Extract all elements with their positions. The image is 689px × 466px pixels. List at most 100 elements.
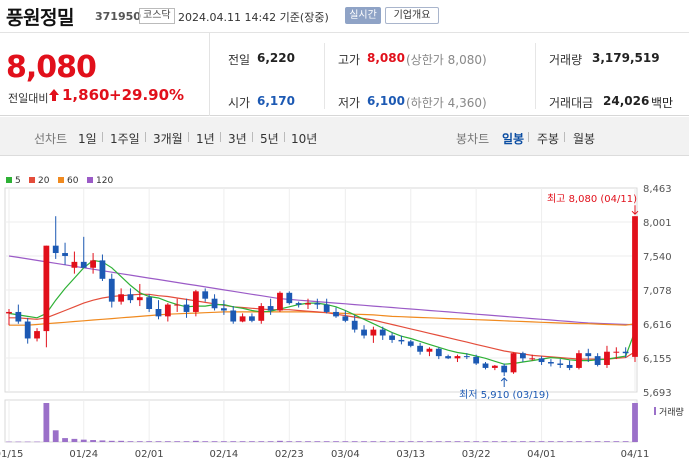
legend-swatch xyxy=(87,177,93,183)
market-badge: 코스닥 xyxy=(139,8,175,24)
change-rate: +29.90% xyxy=(109,86,185,104)
volume-bar xyxy=(211,441,218,442)
candle-body xyxy=(361,329,367,336)
divider xyxy=(220,132,221,142)
volume-bar xyxy=(585,441,592,442)
amount-unit: 백만 xyxy=(651,96,674,110)
candle-body xyxy=(71,261,78,268)
candle-body xyxy=(454,356,461,359)
candle-body xyxy=(501,365,508,373)
y-tick-label: 8,001 xyxy=(643,218,672,229)
realtime-button[interactable]: 실시간 xyxy=(345,7,381,24)
candle-body xyxy=(230,310,237,322)
volume-bar xyxy=(389,441,395,442)
amount-value: 24,026 xyxy=(603,94,650,108)
volume-bar xyxy=(239,441,246,442)
volume-bar xyxy=(538,441,545,442)
volume-bar xyxy=(435,441,442,442)
volume-bar xyxy=(529,441,536,442)
candle-body xyxy=(52,245,59,254)
volume-bar xyxy=(632,403,638,442)
candle-body xyxy=(435,348,442,357)
period-1w-button[interactable]: 1주일 xyxy=(110,132,140,146)
x-tick-label: 02/01 xyxy=(135,449,164,460)
candle-body xyxy=(24,321,31,339)
candle-body xyxy=(370,329,377,336)
open-value: 6,170 xyxy=(257,94,295,108)
candlestick-chart[interactable]: 8,463 8,001 7,540 7,078 6,616 6,155 5,693 01/15… xyxy=(0,170,689,466)
candle-body xyxy=(211,298,218,309)
candle-body xyxy=(108,278,115,302)
candle-body xyxy=(632,216,638,357)
legend-label: 120 xyxy=(96,176,113,186)
candle-weekly-button[interactable]: 주봉 xyxy=(537,132,560,146)
chart-toolbar: 선차트 1일 1주일 3개월 1년 3년 5년 10년 봉차트 일봉 주봉 월봉 xyxy=(0,117,689,156)
x-tick-label: 02/14 xyxy=(209,449,238,460)
period-3y-button[interactable]: 3년 xyxy=(228,132,247,146)
x-tick-label: 01/24 xyxy=(69,449,98,460)
volume-bar xyxy=(62,438,68,442)
candle-body xyxy=(417,345,424,352)
candle-body xyxy=(239,316,246,322)
x-tick-label: 04/01 xyxy=(527,449,556,460)
candle-body xyxy=(463,356,470,358)
volume-bar xyxy=(613,441,620,442)
candle-chart-label: 봉차트 xyxy=(456,132,490,146)
volume-bar xyxy=(52,430,59,442)
candle-body xyxy=(491,365,498,368)
volume-bar xyxy=(445,441,452,442)
volume-bar xyxy=(146,441,153,442)
volume-bar xyxy=(183,441,190,442)
candle-body xyxy=(482,363,489,368)
volume-bar xyxy=(594,441,601,442)
company-info-button[interactable]: 기업개요 xyxy=(385,7,439,24)
candle-body xyxy=(585,353,592,357)
volume-bar xyxy=(463,441,470,442)
y-tick-label: 7,540 xyxy=(643,252,672,263)
candle-body xyxy=(473,356,480,364)
candle-body xyxy=(398,339,405,342)
volume-value: 3,179,519 xyxy=(592,51,660,65)
candle-daily-button[interactable]: 일봉 xyxy=(502,132,525,146)
volume-bar xyxy=(604,441,610,442)
volume-bar xyxy=(566,441,573,442)
candle-body xyxy=(407,341,414,346)
candle-body xyxy=(183,304,190,312)
volume-bar xyxy=(333,441,339,442)
volume-bar xyxy=(24,441,31,443)
prev-close-label: 전일 xyxy=(228,53,251,67)
candle-body xyxy=(174,304,181,306)
divider xyxy=(324,43,325,109)
volume-bar xyxy=(80,439,87,442)
candle-body xyxy=(267,306,274,311)
quote-datetime: 2024.04.11 14:42 기준(장중) xyxy=(178,11,329,24)
volume-bar xyxy=(351,441,358,442)
period-1d-button[interactable]: 1일 xyxy=(78,132,97,146)
volume-bar xyxy=(164,441,171,442)
candle-body xyxy=(90,260,96,268)
candle-body xyxy=(249,316,255,321)
candle-body xyxy=(342,316,349,321)
volume-legend-label: 거래량 xyxy=(659,406,684,418)
candle-body xyxy=(202,291,209,299)
x-tick-label: 01/15 xyxy=(0,449,23,460)
period-5y-button[interactable]: 5년 xyxy=(260,132,279,146)
low-value: 6,100 xyxy=(367,94,405,108)
candle-body xyxy=(80,261,87,268)
line-chart-label: 선차트 xyxy=(34,132,68,146)
divider xyxy=(188,132,189,142)
candle-monthly-button[interactable]: 월봉 xyxy=(573,132,596,146)
volume-bar xyxy=(473,441,480,442)
period-1y-button[interactable]: 1년 xyxy=(196,132,215,146)
volume-bar xyxy=(192,440,199,442)
period-3m-button[interactable]: 3개월 xyxy=(153,132,183,146)
candle-body xyxy=(566,364,573,368)
candle-body xyxy=(220,308,227,311)
volume-bar xyxy=(342,441,349,442)
period-10y-button[interactable]: 10년 xyxy=(291,132,318,146)
high-label: 고가 xyxy=(338,53,361,67)
volume-bar xyxy=(90,440,96,442)
volume-bar xyxy=(379,441,386,442)
volume-bar xyxy=(426,441,433,442)
volume-bar xyxy=(267,441,274,442)
